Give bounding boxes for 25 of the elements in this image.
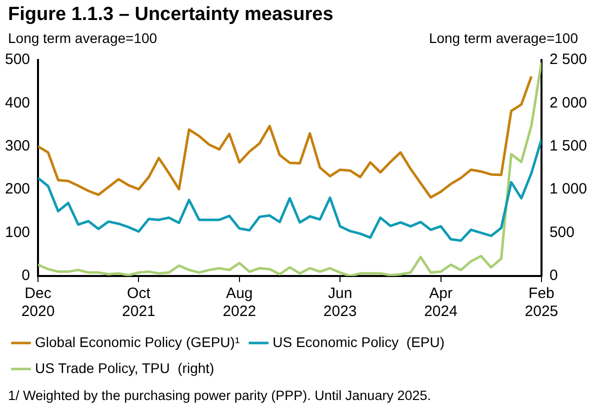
y-tick-label: 100 [4, 224, 30, 241]
x-tick-label: Apr 2024 [424, 285, 458, 320]
y-tick-label: 500 [4, 51, 30, 68]
legend-label: US Economic Policy (EPU) [272, 334, 445, 350]
x-tick-label: Feb 2025 [524, 285, 558, 320]
y2-tick-label: 2 500 [549, 51, 588, 68]
y2-tick-label: 500 [549, 224, 574, 241]
x-tick-label: Oct 2021 [122, 285, 156, 320]
x-tick-label: Aug 2022 [222, 285, 256, 320]
text: 1/ Weighted by the purchasing power parity (PPP). Until January 2025. [8, 388, 431, 403]
y-tick-label: 0 [22, 267, 30, 284]
y2-tick-label: 1 500 [549, 138, 588, 155]
y-tick-label: 200 [4, 180, 30, 198]
legend-label: Global Economic Policy (GEPU)¹ [35, 334, 240, 350]
y2-tick-label: 0 [549, 267, 558, 284]
x-tick-label: Jun 2023 [323, 285, 357, 320]
y2-tick-label: 1 000 [549, 180, 588, 198]
y-axis-title: Long term average=100 [8, 30, 158, 46]
y2-tick-label: 2 000 [549, 94, 588, 112]
y-tick-label: 300 [4, 138, 30, 155]
chart-title: Figure 1.1.3 – Uncertainty measures [8, 4, 334, 26]
x-tick-label: Dec 2020 [21, 285, 55, 320]
legend-label: US Trade Policy, TPU (right) [35, 360, 214, 376]
y-tick-label: 400 [4, 94, 30, 112]
y2-axis-title: Long term average=100 [428, 30, 578, 46]
